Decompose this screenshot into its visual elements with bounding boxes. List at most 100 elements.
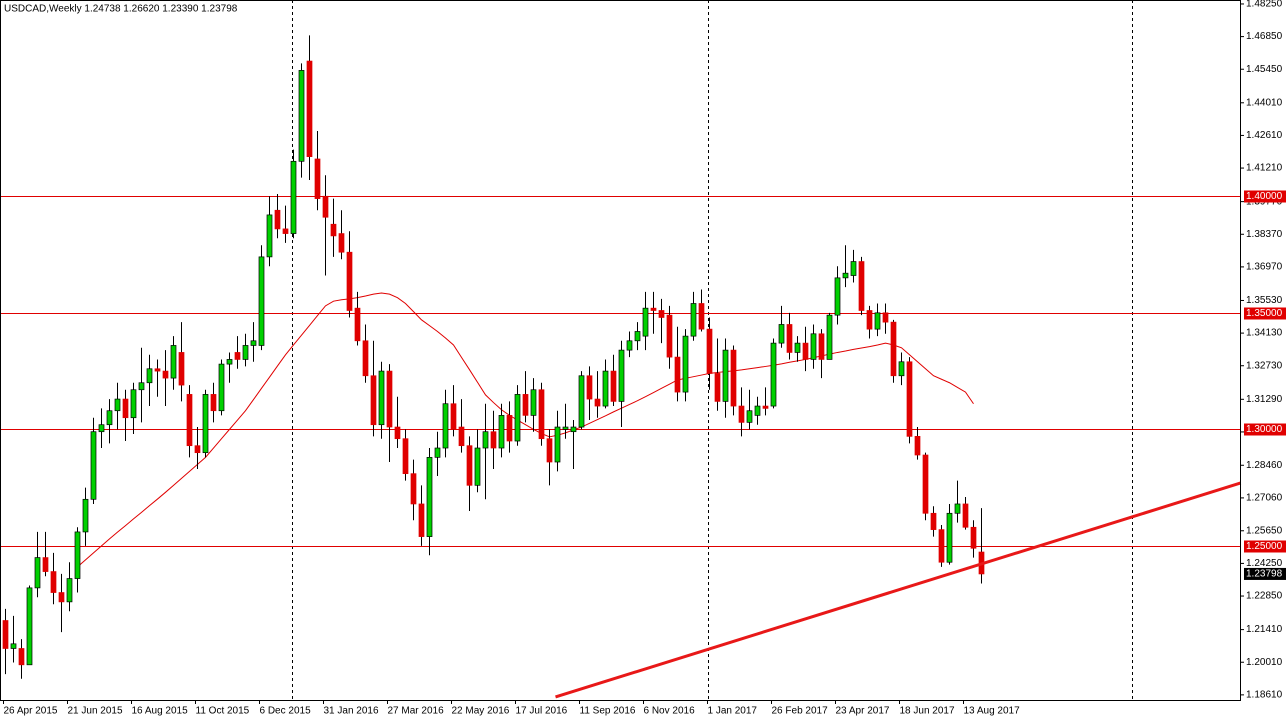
trendline: [555, 481, 1242, 699]
candle-body: [962, 503, 969, 528]
candle-body: [426, 456, 433, 537]
y-tick-label: 1.41210: [1246, 163, 1283, 174]
candle-body: [866, 310, 873, 330]
candle-body: [954, 503, 961, 514]
candle-body: [210, 394, 217, 412]
level-label: 1.35000: [1246, 308, 1283, 319]
candle-body: [74, 531, 81, 579]
candle-body: [802, 342, 809, 360]
x-tick-label: 11 Sep 2016: [580, 706, 636, 717]
candle-body: [170, 345, 177, 379]
y-tick-label: 1.38370: [1246, 229, 1283, 240]
y-tick-label: 1.45450: [1246, 64, 1283, 75]
candle-body: [618, 349, 625, 402]
candle-body: [410, 473, 417, 505]
candle-body: [370, 375, 377, 426]
x-tick-label: 17 Jul 2016: [516, 706, 568, 717]
candle-body: [26, 587, 33, 666]
candle-body: [682, 335, 689, 393]
candle-body: [826, 314, 833, 360]
last-price-box: [1244, 567, 1286, 580]
candle-body: [226, 359, 233, 365]
plot-border: [0, 0, 1241, 701]
candle-body: [530, 389, 537, 416]
candle-body: [314, 158, 321, 199]
candle-body: [10, 643, 17, 649]
x-tick-label: 26 Feb 2017: [772, 706, 829, 717]
candle-body: [970, 526, 977, 549]
candle-body: [706, 328, 713, 374]
candle-body: [138, 382, 145, 391]
candle-body: [346, 251, 353, 311]
level-label-box: [1244, 190, 1286, 203]
candle-body: [842, 272, 849, 279]
candle-body: [946, 512, 953, 563]
candle-body: [354, 307, 361, 342]
candle-body: [914, 436, 921, 456]
y-tick-label: 1.24250: [1246, 558, 1283, 569]
candle-body: [82, 498, 89, 533]
candle-body: [90, 431, 97, 500]
candle-body: [50, 571, 57, 593]
candle-body: [114, 398, 121, 412]
candle-body: [858, 261, 865, 311]
candle-body: [818, 333, 825, 360]
candle-body: [178, 352, 185, 386]
candle-body: [930, 512, 937, 530]
x-tick-label: 11 Oct 2015: [196, 706, 250, 717]
candle-body: [266, 214, 273, 258]
candle-body: [698, 303, 705, 330]
candle-body: [242, 345, 249, 360]
candle-body: [58, 592, 65, 603]
candle-body: [786, 324, 793, 353]
candle-body: [474, 447, 481, 486]
candle-body: [194, 445, 201, 454]
y-tick-label: 1.48250: [1246, 0, 1283, 10]
x-tick-label: 26 Apr 2015: [4, 706, 58, 717]
candle-body: [394, 426, 401, 440]
candle-body: [34, 557, 41, 589]
candle-body: [906, 361, 913, 437]
candle-body: [458, 426, 465, 447]
candle-body: [306, 60, 313, 157]
candle-body: [362, 340, 369, 377]
candle-body: [506, 415, 513, 442]
candle-body: [762, 405, 769, 409]
y-tick-label: 1.35530: [1246, 295, 1283, 306]
candle-body: [554, 426, 561, 463]
candle-body: [162, 370, 169, 379]
candle-body: [650, 307, 657, 311]
level-label-box: [1244, 423, 1286, 436]
plot-area: [0, 35, 1242, 699]
candle-body: [562, 426, 569, 430]
candle-body: [418, 503, 425, 537]
x-tick-label: 18 Jun 2017: [900, 706, 955, 717]
candle-body: [570, 426, 577, 433]
x-tick-label: 13 Aug 2017: [964, 706, 1021, 717]
candle-body: [258, 256, 265, 346]
candle-body: [250, 340, 257, 346]
level-label: 1.30000: [1246, 424, 1283, 435]
candle-body: [610, 370, 617, 402]
y-tick-label: 1.22850: [1246, 591, 1283, 602]
candle-body: [386, 370, 393, 428]
candle-body: [738, 405, 745, 423]
level-label: 1.40000: [1246, 191, 1283, 202]
x-tick-label: 27 Mar 2016: [388, 706, 445, 717]
candle-body: [434, 447, 441, 458]
candle-body: [514, 394, 521, 442]
candle-body: [754, 405, 761, 416]
candle-body: [498, 415, 505, 449]
x-tick-label: 21 Jun 2015: [68, 706, 123, 717]
y-tick-label: 1.28460: [1246, 460, 1283, 471]
candle-body: [402, 438, 409, 475]
candle-body: [898, 361, 905, 377]
candle-body: [186, 394, 193, 447]
candle-body: [674, 356, 681, 393]
candle-body: [282, 228, 289, 234]
candle-body: [794, 342, 801, 353]
y-tick-label: 1.42610: [1246, 130, 1283, 141]
